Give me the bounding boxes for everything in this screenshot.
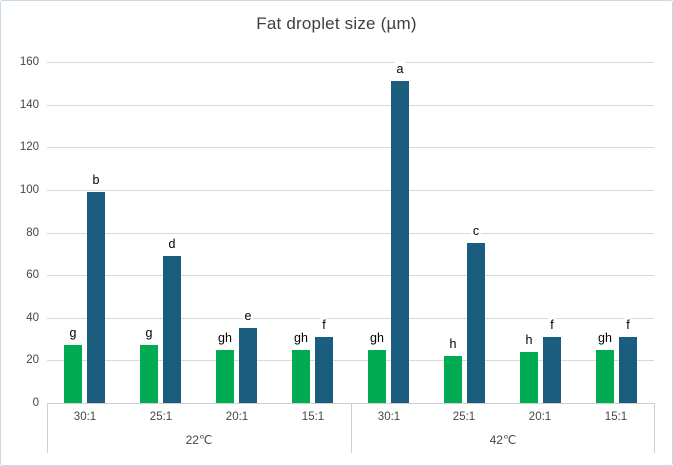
bar-teal-series [163,256,181,403]
bar-point-label: e [242,309,254,324]
y-axis-tick-label: 20 [26,354,39,366]
gridline [47,105,654,106]
category-label: 20:1 [528,411,552,423]
bar-green-series [216,350,234,403]
bar-teal-series [391,81,409,403]
y-axis-tick-label: 60 [26,269,39,281]
bar-point-label: f [624,318,632,333]
bar-green-series [140,345,158,403]
y-axis-tick-label: 120 [19,141,39,153]
bar-green-series [292,350,310,403]
category-label: 25:1 [452,411,476,423]
bar-point-label: gh [216,331,234,346]
gridline [47,233,654,234]
gridline [47,318,654,319]
bar-teal-series [87,192,105,403]
group-label: 22℃ [185,433,213,447]
bar-point-label: gh [596,331,614,346]
bar-point-label: f [320,318,328,333]
bar-point-label: g [67,326,79,341]
bar-green-series [444,356,462,403]
group-separator [47,403,48,453]
gridline [47,147,654,148]
bar-point-label: h [447,337,459,352]
x-axis-line [47,403,654,404]
bar-point-label: g [143,326,155,341]
bar-teal-series [239,328,257,403]
y-axis-tick-label: 80 [26,227,39,239]
category-label: 15:1 [604,411,628,423]
gridline [47,275,654,276]
bar-point-label: a [394,62,406,77]
bar-teal-series [619,337,637,403]
bar-point-label: c [470,224,482,239]
chart-title: Fat droplet size (µm) [256,14,417,33]
bar-green-series [596,350,614,403]
category-label: 25:1 [149,411,173,423]
gridline [47,62,654,63]
bar-green-series [368,350,386,403]
category-label: 15:1 [301,411,325,423]
bar-point-label: f [548,318,556,333]
y-axis-tick-label: 0 [32,397,39,409]
bar-point-label: h [523,333,535,348]
gridline [47,360,654,361]
bar-point-label: gh [292,331,310,346]
group-separator [351,403,352,453]
category-label: 30:1 [377,411,401,423]
bar-teal-series [543,337,561,403]
bar-teal-series [467,243,485,403]
category-label: 30:1 [73,411,97,423]
gridline [47,190,654,191]
y-axis-tick-label: 160 [19,56,39,68]
y-axis-tick-label: 100 [19,184,39,196]
bar-green-series [520,352,538,403]
y-axis-tick-label: 140 [19,99,39,111]
bar-green-series [64,345,82,403]
bar-teal-series [315,337,333,403]
group-label: 42℃ [489,433,517,447]
bar-point-label: b [90,173,102,188]
bar-point-label: gh [368,331,386,346]
bar-point-label: d [166,237,178,252]
y-axis-tick-label: 40 [26,312,39,324]
category-label: 20:1 [225,411,249,423]
group-separator [654,403,655,453]
